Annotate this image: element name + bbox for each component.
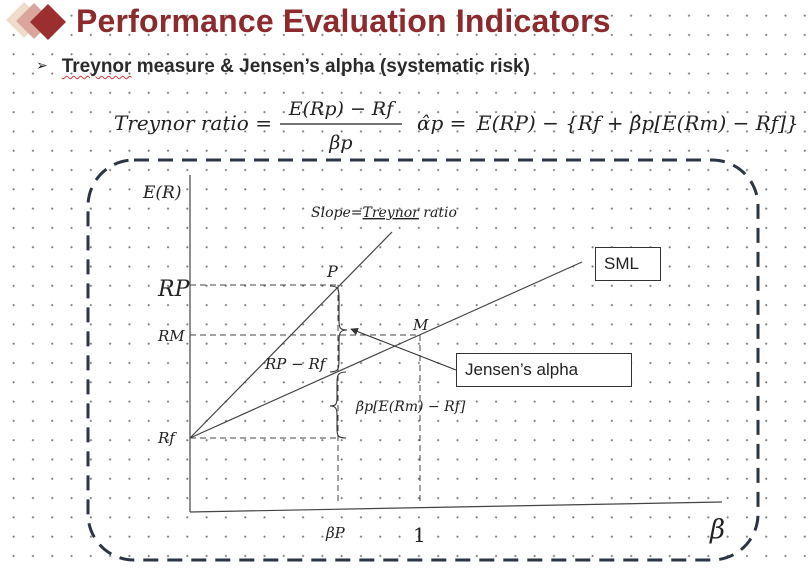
treynor-denominator: βp [328,132,352,154]
x-axis [189,501,723,513]
diagram-frame [86,158,760,562]
treynor-formula: Treynor ratio = E(Rp) − Rf βp [114,98,402,154]
subtitle-rest: measure & Jensen’s alpha (systematic ris… [131,56,530,77]
logo-diamonds-icon [6,2,66,40]
treynor-ratio-lhs: Treynor ratio = [114,111,272,135]
slope-label: Slope=Treynor ratio [311,205,457,221]
jensen-alpha-callout: Jensen’s alpha [456,353,632,387]
y-axis-label: E(R) [142,183,181,203]
sml-line [189,261,583,439]
alpha-rhs: E(RP) − {Rf + β̂p[E(Rm) − Rf]} [476,111,799,135]
page-title: Performance Evaluation Indicators [76,3,611,39]
brace-upper-label: RP − Rf [264,355,328,373]
jensen-alpha-formula: α̂p = E(RP) − {Rf + β̂p[E(Rm) − Rf]} [417,111,799,135]
point-m-label: M [412,316,429,334]
slope-label-prefix: Slope= [311,205,362,221]
slope-label-suffix: ratio [419,205,457,221]
brace-beta-term [329,371,347,439]
jensen-arrow [350,327,457,371]
y-tick-rm: RM [157,327,185,345]
slope-label-treynor: Treynor [362,205,420,221]
brace-lower-label: βp[E(Rm) − Rf] [355,399,466,415]
point-p-label: P [326,262,338,281]
y-tick-rp: RP [157,277,191,302]
sml-callout: SML [595,247,661,281]
subtitle-row: ➢ Treynor measure & Jensen’s alpha (syste… [36,56,530,78]
x-tick-bp: βP [325,524,346,542]
subtitle: Treynor measure & Jensen’s alpha (system… [62,56,530,77]
bullet-arrow-icon: ➢ [36,57,48,73]
logo-diamond-dark [30,4,66,40]
guide-lines [190,284,421,505]
x-axis-label: β [709,515,725,545]
x-tick-one: 1 [413,523,426,547]
brace-rp-rf [329,285,348,373]
alpha-lhs: α̂p = [417,111,466,135]
subtitle-treynor-word: Treynor [61,56,132,77]
treynor-numerator: E(Rp) − Rf [288,98,396,120]
y-tick-rf: Rf [157,429,177,447]
